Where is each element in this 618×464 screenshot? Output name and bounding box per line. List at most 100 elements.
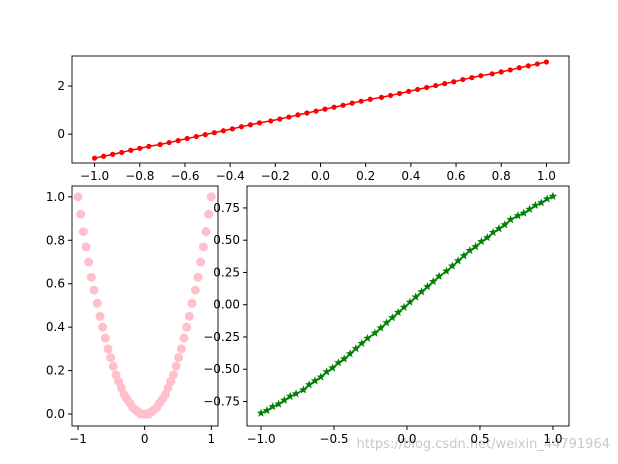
star-marker xyxy=(285,391,295,400)
star-marker xyxy=(382,318,391,327)
plot-area xyxy=(256,191,558,417)
plot-area xyxy=(73,192,216,419)
circle-marker xyxy=(81,242,91,252)
dot-marker xyxy=(331,104,337,110)
y-tick-label: −0.25 xyxy=(203,330,240,344)
dot-marker xyxy=(424,84,430,91)
star-marker xyxy=(357,338,367,348)
dot-marker xyxy=(211,130,217,136)
x-tick-label: −1 xyxy=(69,432,87,446)
star-marker xyxy=(423,282,432,291)
dot-marker xyxy=(378,94,385,100)
watermark: https://blog.csdn.net/weixin_44791964 xyxy=(356,437,610,452)
dot-marker xyxy=(256,120,263,126)
dot-marker xyxy=(442,81,448,87)
dot-marker xyxy=(358,98,364,104)
circle-marker xyxy=(73,192,83,202)
circle-marker xyxy=(76,209,86,219)
circle-marker xyxy=(196,257,206,267)
star-marker xyxy=(494,224,504,233)
dot-marker xyxy=(367,96,373,102)
circle-marker xyxy=(168,370,178,380)
x-tick-label: 0.5 xyxy=(470,432,489,446)
x-tick-label: 1.0 xyxy=(543,432,562,446)
dot-marker xyxy=(229,126,235,132)
y-tick-label: −0.50 xyxy=(203,362,240,376)
circle-marker xyxy=(92,298,102,308)
dot-marker xyxy=(91,155,98,161)
star-marker xyxy=(256,408,266,417)
axes-frame xyxy=(246,185,570,427)
dot-marker xyxy=(184,135,190,142)
star-marker xyxy=(525,204,534,213)
star-marker xyxy=(399,302,409,311)
circle-marker xyxy=(108,361,118,371)
circle-marker xyxy=(95,311,105,321)
star-marker xyxy=(500,220,510,229)
star-marker xyxy=(531,200,540,209)
x-tick-label: 0.8 xyxy=(492,169,511,183)
dot-marker xyxy=(137,145,143,151)
dot-marker xyxy=(340,102,346,108)
circle-marker xyxy=(174,353,184,363)
dot-marker xyxy=(119,149,125,156)
star-marker xyxy=(405,297,415,306)
dot-marker xyxy=(193,133,199,140)
dot-marker xyxy=(387,92,394,99)
star-marker xyxy=(465,246,475,255)
y-tick-label: 0.50 xyxy=(213,233,240,247)
circle-marker xyxy=(100,333,110,343)
dot-marker xyxy=(157,141,163,148)
star-marker xyxy=(542,194,552,203)
star-marker xyxy=(519,208,529,217)
dot-marker xyxy=(175,138,181,144)
dot-marker xyxy=(489,71,495,77)
dot-marker xyxy=(268,118,274,124)
x-tick-label: 0.2 xyxy=(356,169,375,183)
dot-marker xyxy=(166,139,172,146)
x-tick-label: −0.8 xyxy=(125,169,154,183)
dot-marker xyxy=(478,73,484,79)
star-marker xyxy=(411,292,421,301)
circle-marker xyxy=(187,298,197,308)
dot-marker xyxy=(220,128,226,134)
x-tick-label: −1.0 xyxy=(246,432,275,446)
dot-marker xyxy=(202,132,208,138)
circle-marker xyxy=(86,272,96,282)
circle-marker xyxy=(179,333,189,343)
star-marker xyxy=(370,328,380,337)
dot-marker xyxy=(507,67,513,73)
star-marker xyxy=(447,261,457,270)
star-marker xyxy=(442,266,451,275)
circle-marker xyxy=(206,192,216,202)
star-marker xyxy=(322,367,331,376)
star-marker xyxy=(434,271,444,280)
star-marker xyxy=(268,402,277,411)
star-marker xyxy=(536,198,546,207)
circle-marker xyxy=(190,285,200,295)
star-marker xyxy=(488,227,498,237)
y-tick-label: 0.25 xyxy=(213,265,240,279)
dot-marker xyxy=(304,110,310,116)
x-tick-label: 1 xyxy=(208,432,216,446)
star-marker xyxy=(513,211,523,220)
star-marker xyxy=(363,333,372,342)
y-tick-label: 0.8 xyxy=(46,233,65,247)
x-tick-label: −0.4 xyxy=(216,169,245,183)
x-tick-label: 1.0 xyxy=(537,169,556,183)
y-tick-label: −0.75 xyxy=(203,394,240,408)
star-marker xyxy=(310,376,320,385)
circle-marker xyxy=(204,209,214,219)
x-tick-label: 0 xyxy=(141,432,149,446)
star-marker xyxy=(299,385,308,394)
y-tick-label: 0.0 xyxy=(46,407,65,421)
dot-marker xyxy=(110,151,116,157)
dot-marker xyxy=(238,124,245,130)
star-marker xyxy=(316,372,326,381)
dot-marker xyxy=(322,106,328,112)
star-marker xyxy=(345,349,355,358)
x-tick-label: −0.2 xyxy=(261,169,290,183)
circle-marker xyxy=(184,311,194,321)
y-tick-label: 0.75 xyxy=(213,201,240,215)
